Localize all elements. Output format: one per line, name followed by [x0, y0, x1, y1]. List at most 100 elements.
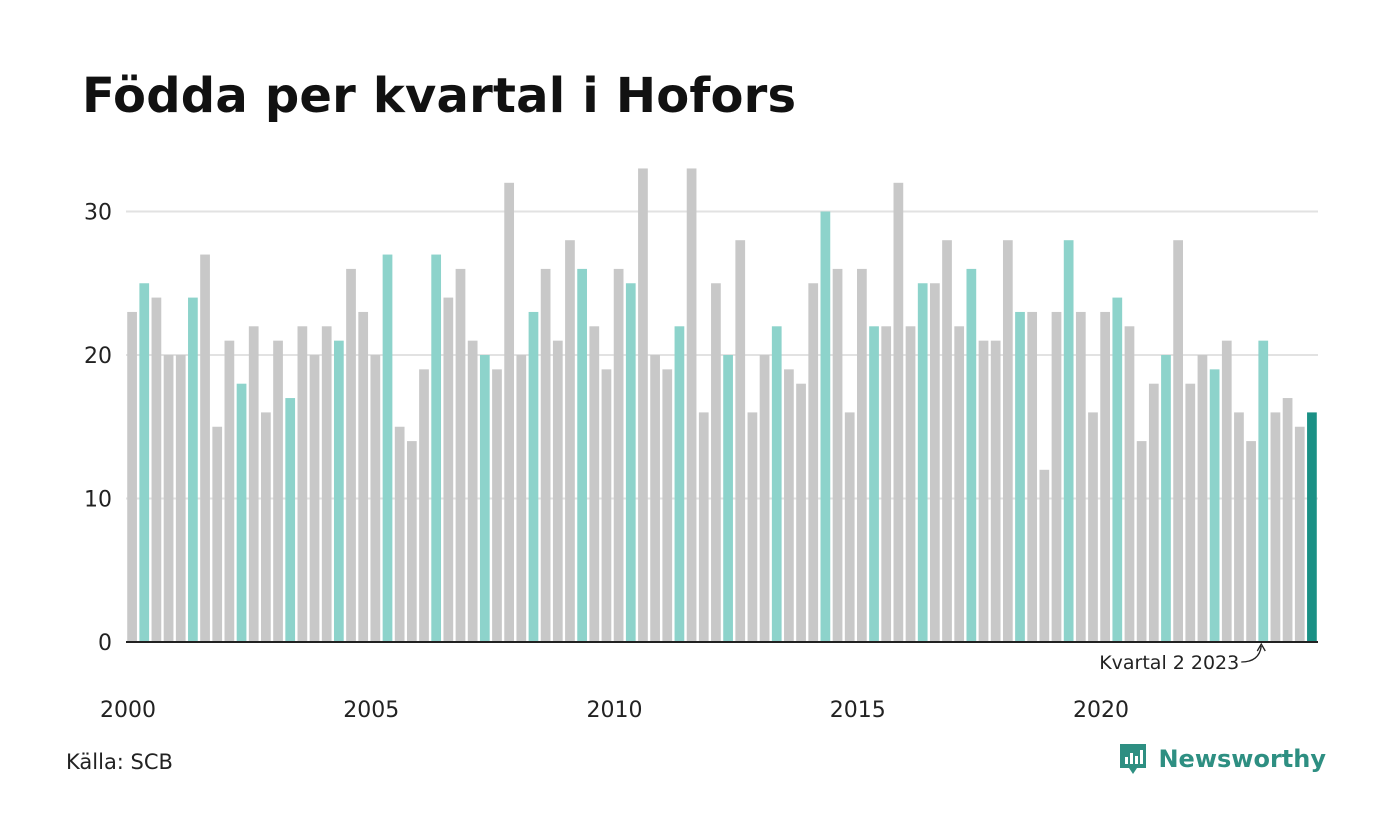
bar — [1209, 369, 1220, 642]
bar — [467, 340, 478, 642]
bar — [1221, 340, 1232, 642]
bar — [857, 268, 867, 642]
bars — [127, 168, 1317, 643]
bar — [577, 268, 587, 642]
bar — [297, 326, 308, 642]
bar — [163, 355, 174, 642]
bar — [1148, 383, 1159, 642]
bar — [248, 326, 259, 642]
bar — [613, 268, 624, 642]
x-tick-label: 2005 — [343, 698, 399, 723]
bar — [212, 426, 223, 642]
bar — [431, 254, 442, 643]
bar — [406, 441, 417, 642]
bar — [881, 326, 892, 642]
bar — [479, 355, 490, 642]
bar — [796, 383, 806, 642]
bar — [808, 283, 819, 642]
bar — [1136, 441, 1147, 642]
bar — [127, 311, 137, 642]
bar — [625, 283, 636, 642]
bar — [1027, 311, 1038, 642]
bar — [1173, 240, 1183, 642]
x-tick-label: 2015 — [830, 698, 886, 723]
bar — [844, 412, 855, 642]
bar — [917, 283, 928, 642]
bar — [1307, 412, 1317, 642]
bar — [273, 340, 283, 642]
bar — [1270, 412, 1281, 642]
bar — [759, 355, 770, 642]
bar — [1197, 355, 1208, 642]
bar — [188, 297, 198, 642]
x-tick-label: 2010 — [587, 698, 643, 723]
bar — [224, 340, 235, 642]
bar — [285, 398, 296, 642]
newsworthy-logo-icon — [1120, 744, 1147, 774]
x-tick-labels: 2000 2005 2010 2015 2020 — [100, 698, 1129, 723]
bar — [419, 369, 429, 642]
bar — [540, 268, 551, 642]
source-label: Källa: SCB — [66, 750, 173, 774]
y-tick-label: 10 — [84, 488, 112, 513]
bar — [589, 326, 600, 642]
bar — [650, 355, 660, 642]
bar — [236, 383, 247, 642]
bar — [1124, 326, 1135, 642]
bar — [954, 326, 965, 642]
bar — [552, 340, 563, 642]
bar — [869, 326, 879, 642]
bar — [771, 326, 782, 642]
bar — [333, 340, 344, 642]
bar — [309, 355, 320, 642]
y-tick-label: 0 — [98, 631, 112, 656]
bar — [443, 297, 454, 642]
bar — [905, 326, 916, 642]
brand-name: Newsworthy — [1158, 745, 1326, 773]
bar — [1258, 340, 1269, 642]
bar — [638, 168, 648, 642]
bar — [820, 211, 831, 642]
x-tick-label: 2020 — [1073, 698, 1129, 723]
bar — [1246, 441, 1256, 642]
y-tick-label: 20 — [84, 344, 112, 369]
bar — [1088, 412, 1098, 642]
bar — [942, 240, 952, 642]
bar — [1100, 311, 1111, 642]
annotation-arrow — [1241, 645, 1262, 663]
annotation: Kvartal 2 2023 — [1099, 642, 1266, 674]
annotation-arrowhead — [1256, 642, 1266, 652]
bar — [1112, 297, 1123, 642]
bar — [261, 412, 271, 642]
bar — [1039, 469, 1050, 642]
bar — [893, 182, 904, 643]
bar — [966, 268, 977, 642]
bar — [990, 340, 1001, 642]
bar — [516, 355, 527, 642]
bar — [1002, 240, 1013, 642]
bar — [455, 268, 466, 642]
bar — [832, 268, 843, 642]
bar — [151, 297, 162, 642]
bar — [747, 412, 758, 642]
bar — [1282, 398, 1293, 642]
bar — [382, 254, 393, 643]
bar — [358, 311, 369, 642]
bar — [492, 369, 502, 642]
bar — [1294, 426, 1305, 642]
bar — [139, 283, 150, 642]
bar — [200, 254, 210, 643]
chart-title: Födda per kvartal i Hofors — [82, 68, 797, 124]
bar — [929, 283, 940, 642]
bar — [370, 355, 381, 642]
bar — [711, 283, 721, 642]
bar — [175, 355, 186, 642]
bar — [346, 268, 356, 642]
bar — [1161, 355, 1171, 642]
bar — [1051, 311, 1062, 642]
brand-logo: Newsworthy — [1118, 742, 1326, 776]
bar — [528, 311, 539, 642]
bar — [565, 240, 575, 642]
y-tick-label: 30 — [84, 201, 112, 226]
y-tick-labels: 0 10 20 30 — [84, 201, 112, 657]
